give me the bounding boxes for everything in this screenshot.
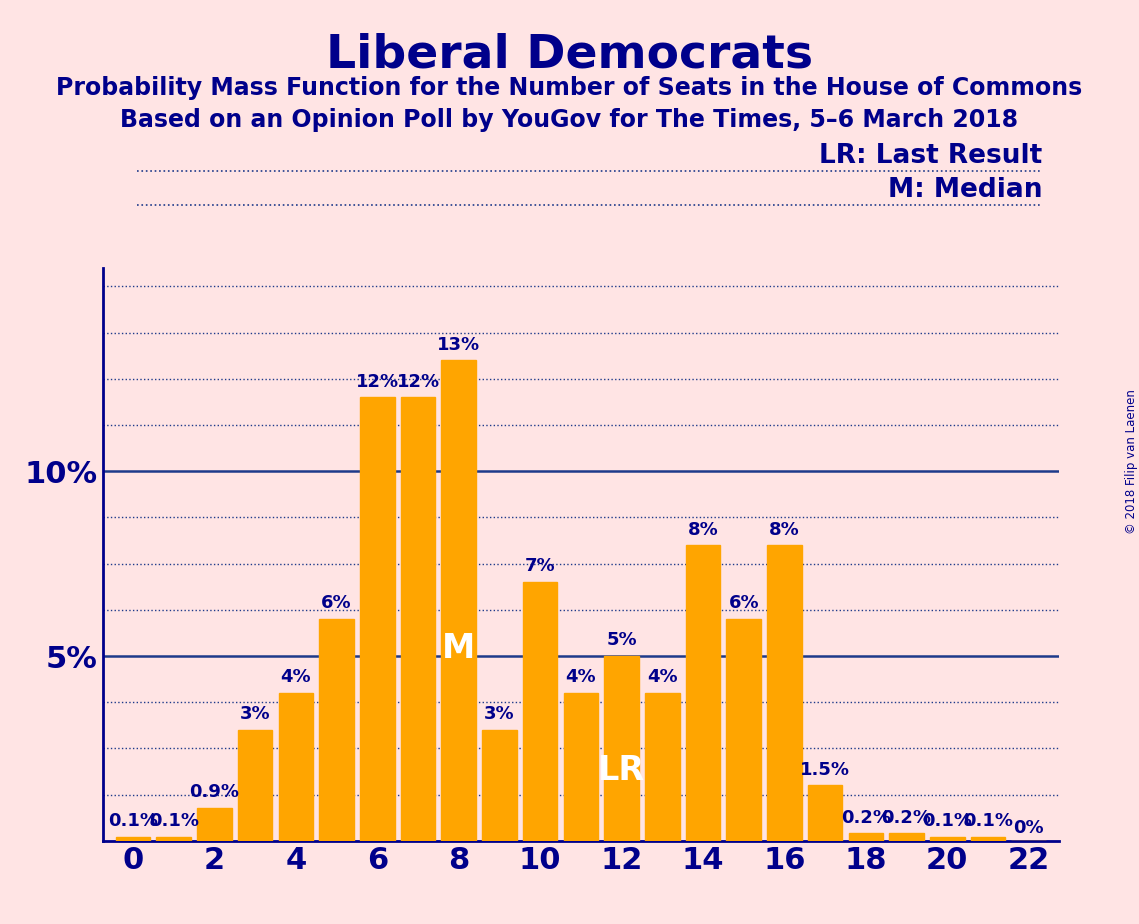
Text: 0.1%: 0.1% xyxy=(149,812,199,831)
Bar xyxy=(279,693,313,841)
Bar xyxy=(401,397,435,841)
Text: 12%: 12% xyxy=(396,372,440,391)
Bar xyxy=(319,619,354,841)
Text: 8%: 8% xyxy=(769,520,800,539)
Bar xyxy=(564,693,598,841)
Bar xyxy=(197,808,231,841)
Text: 8%: 8% xyxy=(688,520,719,539)
Text: 12%: 12% xyxy=(355,372,399,391)
Text: 4%: 4% xyxy=(647,668,678,687)
Text: 0%: 0% xyxy=(1014,820,1044,837)
Text: © 2018 Filip van Laenen: © 2018 Filip van Laenen xyxy=(1124,390,1138,534)
Bar xyxy=(849,833,883,841)
Bar xyxy=(686,545,720,841)
Text: 4%: 4% xyxy=(566,668,596,687)
Text: 6%: 6% xyxy=(321,594,352,613)
Text: 7%: 7% xyxy=(525,557,556,576)
Text: 0.1%: 0.1% xyxy=(962,812,1013,831)
Text: 0.1%: 0.1% xyxy=(108,812,158,831)
Bar xyxy=(360,397,394,841)
Text: 6%: 6% xyxy=(729,594,759,613)
Bar xyxy=(931,837,965,841)
Bar xyxy=(890,833,924,841)
Text: LR: LR xyxy=(598,754,645,787)
Text: Probability Mass Function for the Number of Seats in the House of Commons: Probability Mass Function for the Number… xyxy=(56,76,1083,100)
Text: 0.9%: 0.9% xyxy=(189,783,239,801)
Text: 1.5%: 1.5% xyxy=(801,760,850,779)
Bar xyxy=(768,545,802,841)
Text: LR: Last Result: LR: Last Result xyxy=(819,143,1042,169)
Bar xyxy=(727,619,761,841)
Text: 13%: 13% xyxy=(437,335,481,354)
Text: Based on an Opinion Poll by YouGov for The Times, 5–6 March 2018: Based on an Opinion Poll by YouGov for T… xyxy=(121,108,1018,132)
Text: 0.2%: 0.2% xyxy=(882,808,932,827)
Text: M: Median: M: Median xyxy=(887,177,1042,203)
Text: M: M xyxy=(442,632,475,665)
Bar xyxy=(970,837,1006,841)
Text: Liberal Democrats: Liberal Democrats xyxy=(326,32,813,78)
Text: 3%: 3% xyxy=(240,705,270,723)
Bar xyxy=(523,582,557,841)
Text: 3%: 3% xyxy=(484,705,515,723)
Bar xyxy=(116,837,150,841)
Text: 4%: 4% xyxy=(280,668,311,687)
Bar xyxy=(645,693,680,841)
Bar xyxy=(605,656,639,841)
Bar xyxy=(156,837,191,841)
Bar xyxy=(808,785,843,841)
Text: 0.2%: 0.2% xyxy=(841,808,891,827)
Text: 5%: 5% xyxy=(606,631,637,650)
Bar xyxy=(482,730,517,841)
Bar xyxy=(442,360,476,841)
Bar xyxy=(238,730,272,841)
Text: 0.1%: 0.1% xyxy=(923,812,973,831)
